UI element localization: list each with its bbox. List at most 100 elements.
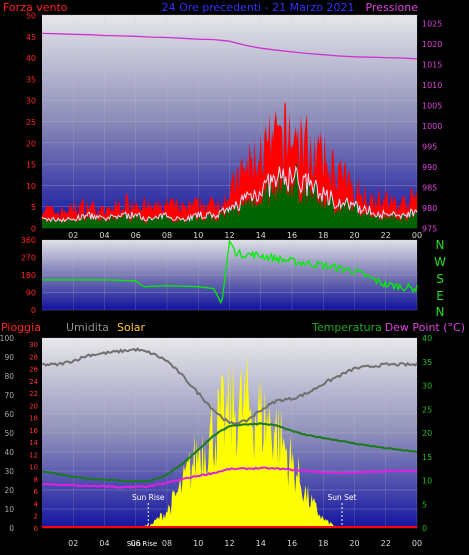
humidity-tick-label: 70 <box>4 391 14 400</box>
rain-x-tick-label: 20 <box>349 539 359 548</box>
wind-tick-label: 40 <box>26 54 36 63</box>
rain-tick-label: 16 <box>29 427 38 435</box>
rain-tick-label: 6 <box>34 488 39 496</box>
rain-tick-label: 2 <box>34 513 38 521</box>
wind-x-tick-label: 04 <box>99 231 109 240</box>
wind-x-tick-label: 16 <box>287 231 297 240</box>
humidity-tick-label: 80 <box>4 372 14 381</box>
pressure-tick-label: 1020 <box>422 40 442 49</box>
rain-tick-label: 22 <box>29 390 38 398</box>
dir-tick-label: 180 <box>21 271 36 280</box>
pressure-tick-label: 1000 <box>422 122 442 131</box>
direction-line <box>42 239 418 305</box>
rain-x-tick-label: 18 <box>318 539 328 548</box>
humidity-tick-label: 20 <box>4 486 14 495</box>
rain-tick-label: 20 <box>29 402 38 410</box>
rain-x-tick-label: 00 <box>412 539 422 548</box>
dewpoint-axis-title: Dew Point (°C) <box>385 321 465 334</box>
wind-tick-label: 45 <box>26 33 36 42</box>
rain-x-tick-label: 08 <box>162 539 172 548</box>
rain-tick-label: 30 <box>29 341 38 349</box>
pressure-tick-label: 975 <box>422 225 437 234</box>
temperature-tick-label: 40 <box>422 334 432 343</box>
rain-tick-label: 26 <box>29 366 38 374</box>
rain-axis-title: Pioggia <box>1 321 41 334</box>
temperature-tick-label: 10 <box>422 477 432 486</box>
rain-tick-label: 8 <box>34 476 38 484</box>
temperature-tick-label: 20 <box>422 429 432 438</box>
wind-x-tick-label: 14 <box>256 231 266 240</box>
temperature-line <box>41 422 418 483</box>
dir-letter-w: W <box>434 255 446 269</box>
wind-tick-label: 15 <box>26 161 36 170</box>
pressure-line <box>41 32 418 60</box>
sun-rise-tick-label: Sun Rise <box>127 540 157 548</box>
sun-rise-label: Sun Rise <box>132 493 165 502</box>
wind-x-tick-label: 22 <box>381 231 391 240</box>
wind-tick-label: 20 <box>26 139 36 148</box>
dir-letter-n-top: N <box>436 238 445 252</box>
humidity-tick-label: 30 <box>4 467 14 476</box>
wind-tick-label: 50 <box>26 12 36 21</box>
pressure-tick-label: 1015 <box>422 61 442 70</box>
rain-x-tick-label: 10 <box>193 539 203 548</box>
dir-tick-label: 360 <box>21 236 36 245</box>
wind-x-tick-label: 06 <box>131 231 141 240</box>
wind-x-tick-label: 10 <box>193 231 203 240</box>
solar-axis-title: Solar <box>117 321 146 334</box>
dir-tick-label: 270 <box>21 254 36 263</box>
rain-x-tick-label: 22 <box>381 539 391 548</box>
wind-x-tick-label: 18 <box>318 231 328 240</box>
temperature-tick-label: 30 <box>422 382 432 391</box>
humidity-tick-label: 0 <box>9 524 14 533</box>
humidity-axis-title: Umidita <box>66 321 109 334</box>
humidity-tick-label: 50 <box>4 429 14 438</box>
humidity-tick-label: 60 <box>4 410 14 419</box>
rain-tick-label: 12 <box>29 451 38 459</box>
rain-tick-label: 18 <box>29 415 38 423</box>
wind-average-line <box>41 165 418 223</box>
rain-x-tick-label: 16 <box>287 539 297 548</box>
wind-x-tick-label: 12 <box>224 231 234 240</box>
wind-x-tick-label: 08 <box>162 231 172 240</box>
temperature-axis-title: Temperatura <box>311 321 382 334</box>
direction-panel <box>42 240 417 310</box>
pressure-tick-label: 1005 <box>422 102 442 111</box>
wind-calm-area <box>42 162 417 228</box>
rain-x-tick-label: 14 <box>256 539 266 548</box>
temperature-tick-label: 5 <box>422 500 427 509</box>
solar-area <box>42 354 417 528</box>
humidity-tick-label: 40 <box>4 448 14 457</box>
rain-tick-label: 10 <box>29 464 38 472</box>
pressure-axis-title: Pressione <box>366 1 419 14</box>
wind-gust-area <box>42 102 417 228</box>
humidity-tick-label: 100 <box>0 334 14 343</box>
wind-tick-label: 0 <box>31 225 36 234</box>
rain-tick-label: 0 <box>34 525 38 533</box>
pressure-tick-label: 1025 <box>422 20 442 29</box>
dir-letter-e: E <box>436 289 444 303</box>
wind-tick-label: 10 <box>26 182 36 191</box>
rain-tick-label: 28 <box>29 353 38 361</box>
pressure-tick-label: 995 <box>422 143 437 152</box>
dir-letter-n-bottom: N <box>436 305 445 319</box>
wind-x-tick-label: 02 <box>68 231 78 240</box>
rain-x-tick-label: 02 <box>68 539 78 548</box>
dewpoint-line <box>41 466 417 489</box>
pressure-tick-label: 985 <box>422 184 437 193</box>
rain-x-tick-label: 04 <box>99 539 109 548</box>
wind-x-tick-label: 20 <box>349 231 359 240</box>
temperature-tick-label: 35 <box>422 358 432 367</box>
wind-tick-label: 25 <box>26 118 36 127</box>
dir-tick-label: 90 <box>26 289 36 298</box>
sun-set-label: Sun Set <box>328 493 357 502</box>
rain-x-tick-label: 12 <box>224 539 234 548</box>
chart-title: 24 Ore precedenti - 21 Marzo 2021 <box>162 1 355 14</box>
pressure-tick-label: 1010 <box>422 81 442 90</box>
dir-letter-s: S <box>436 272 444 286</box>
humidity-line <box>41 347 418 425</box>
rain-tick-label: 14 <box>29 439 38 447</box>
wind-tick-label: 30 <box>26 97 36 106</box>
wind-tick-label: 5 <box>31 203 36 212</box>
